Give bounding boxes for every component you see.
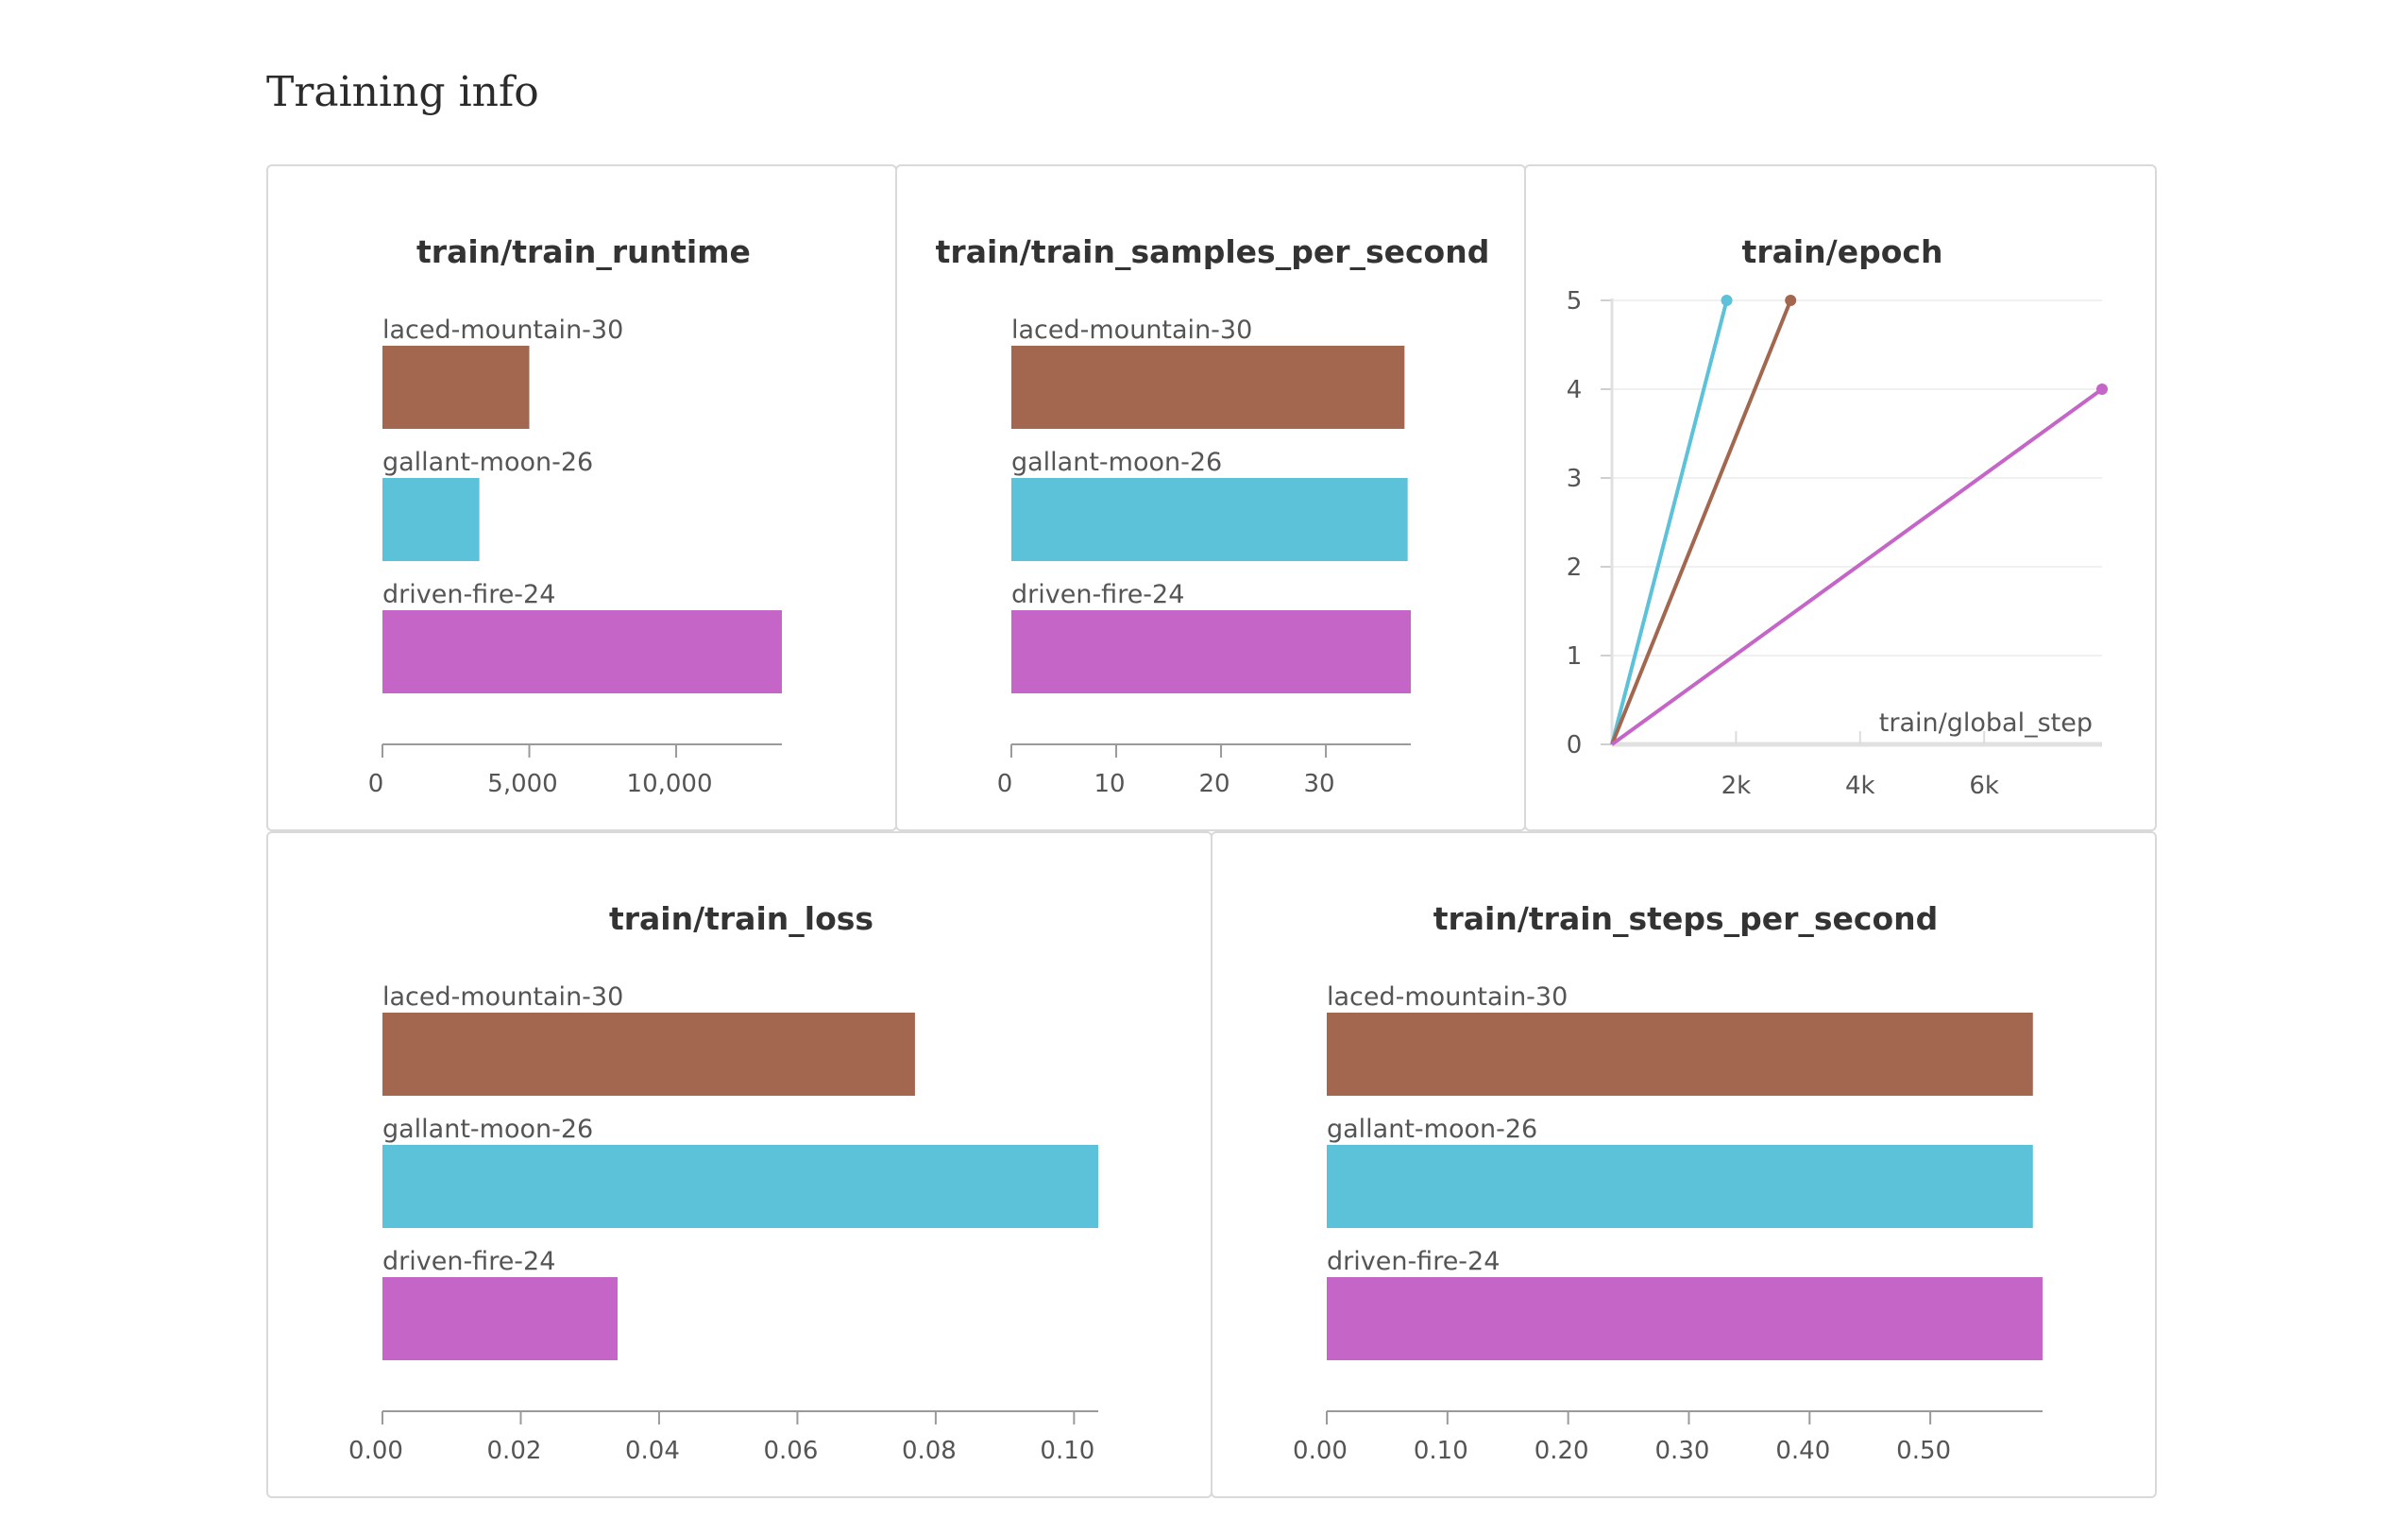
bar-gallant-moon-26 — [1327, 1145, 2033, 1228]
bar-gallant-moon-26 — [382, 478, 480, 561]
chart-panel-train-runtime[interactable]: train/train_runtime laced-mountain-30 gall… — [266, 164, 897, 831]
bar-driven-fire-24 — [382, 1277, 619, 1360]
series-line-gallant-moon-26 — [1610, 299, 1729, 745]
bar-label-laced-mountain-30: laced-mountain-30 — [382, 316, 623, 345]
chart-title: train/train_samples_per_second — [936, 233, 1490, 270]
y-tick-label: 5 — [1567, 287, 1583, 316]
chart-title: train/epoch — [1742, 233, 1943, 270]
series-endpoint-driven-fire-24 — [2096, 384, 2108, 395]
chart-panel-train-samples-per-second[interactable]: train/train_samples_per_second laced-moun… — [895, 164, 1526, 831]
x-tick-label: 20 — [1199, 770, 1230, 798]
chart-train-samples-per-second: train/train_samples_per_second laced-moun… — [936, 233, 1490, 798]
bar-gallant-moon-26 — [1011, 478, 1408, 561]
y-tick-label: 2 — [1567, 554, 1583, 582]
bar-label-driven-fire-24: driven-fire-24 — [382, 1247, 555, 1276]
x-tick-label: 2k — [1721, 772, 1752, 800]
x-tick-label: 10,000 — [627, 770, 713, 798]
bar-label-gallant-moon-26: gallant-moon-26 — [1011, 448, 1222, 477]
bar-label-laced-mountain-30: laced-mountain-30 — [1011, 316, 1252, 345]
chart-train-steps-per-second: train/train_steps_per_second laced-mounta… — [1293, 900, 2043, 1465]
x-tick-label: 0.02 — [487, 1437, 542, 1465]
x-tick-label: 0.50 — [1896, 1437, 1951, 1465]
bar-driven-fire-24 — [1011, 610, 1411, 693]
x-tick-label: 30 — [1304, 770, 1335, 798]
bar-laced-mountain-30 — [1011, 346, 1405, 429]
section-title: Training info — [266, 68, 539, 116]
x-tick-label: 0.08 — [902, 1437, 957, 1465]
y-tick-label: 1 — [1567, 642, 1583, 671]
x-tick-label: 4k — [1845, 772, 1875, 800]
bar-laced-mountain-30 — [1327, 1013, 2033, 1096]
x-tick-label: 6k — [1969, 772, 1999, 800]
bar-label-gallant-moon-26: gallant-moon-26 — [382, 1115, 593, 1144]
bar-label-gallant-moon-26: gallant-moon-26 — [382, 448, 593, 477]
y-tick-label: 4 — [1567, 376, 1583, 404]
x-tick-label: 10 — [1094, 770, 1125, 798]
x-tick-label: 0.40 — [1775, 1437, 1830, 1465]
x-tick-label: 0.06 — [763, 1437, 818, 1465]
x-tick-label: 0.20 — [1535, 1437, 1589, 1465]
y-tick-label: 3 — [1567, 465, 1583, 493]
bar-label-laced-mountain-30: laced-mountain-30 — [1327, 982, 1568, 1012]
bar-label-gallant-moon-26: gallant-moon-26 — [1327, 1115, 1537, 1144]
bar-driven-fire-24 — [382, 610, 782, 693]
chart-title: train/train_steps_per_second — [1433, 900, 1939, 937]
bar-label-driven-fire-24: driven-fire-24 — [382, 580, 555, 609]
series-endpoint-laced-mountain-30 — [1785, 295, 1797, 306]
y-tick-label: 0 — [1567, 731, 1583, 759]
x-tick-label: 5,000 — [487, 770, 557, 798]
x-tick-label: 0.30 — [1655, 1437, 1710, 1465]
chart-panel-train-loss[interactable]: train/train_loss laced-mountain-30 gallant… — [266, 831, 1212, 1498]
x-axis-title: train/global_step — [1879, 708, 2093, 738]
x-tick-label: 0.10 — [1040, 1437, 1094, 1465]
bar-laced-mountain-30 — [382, 1013, 915, 1096]
series-line-driven-fire-24 — [1610, 387, 2104, 746]
chart-panel-train-epoch[interactable]: train/epoch 0 1 2 3 4 5 2k 4k 6k train/global_step — [1524, 164, 2157, 831]
x-tick-label: 0.00 — [348, 1437, 403, 1465]
x-tick-label: 0.04 — [625, 1437, 680, 1465]
series-line-laced-mountain-30 — [1610, 299, 1793, 745]
chart-title: train/train_runtime — [416, 233, 751, 270]
bar-driven-fire-24 — [1327, 1277, 2043, 1360]
chart-title: train/train_loss — [609, 900, 873, 937]
bar-label-driven-fire-24: driven-fire-24 — [1011, 580, 1184, 609]
bar-label-driven-fire-24: driven-fire-24 — [1327, 1247, 1500, 1276]
bar-laced-mountain-30 — [382, 346, 530, 429]
x-tick-label: 0 — [368, 770, 384, 798]
series-endpoint-gallant-moon-26 — [1721, 295, 1733, 306]
chart-panel-train-steps-per-second[interactable]: train/train_steps_per_second laced-mounta… — [1211, 831, 2157, 1498]
bar-label-laced-mountain-30: laced-mountain-30 — [382, 982, 623, 1012]
x-tick-label: 0.10 — [1414, 1437, 1468, 1465]
x-tick-label: 0 — [997, 770, 1013, 798]
bar-gallant-moon-26 — [382, 1145, 1098, 1228]
chart-train-loss: train/train_loss laced-mountain-30 gallant… — [348, 900, 1098, 1465]
x-tick-label: 0.00 — [1293, 1437, 1348, 1465]
chart-train-runtime: train/train_runtime laced-mountain-30 gall… — [368, 233, 782, 798]
chart-train-epoch: train/epoch 0 1 2 3 4 5 2k 4k 6k train/global_step — [1567, 233, 2108, 800]
